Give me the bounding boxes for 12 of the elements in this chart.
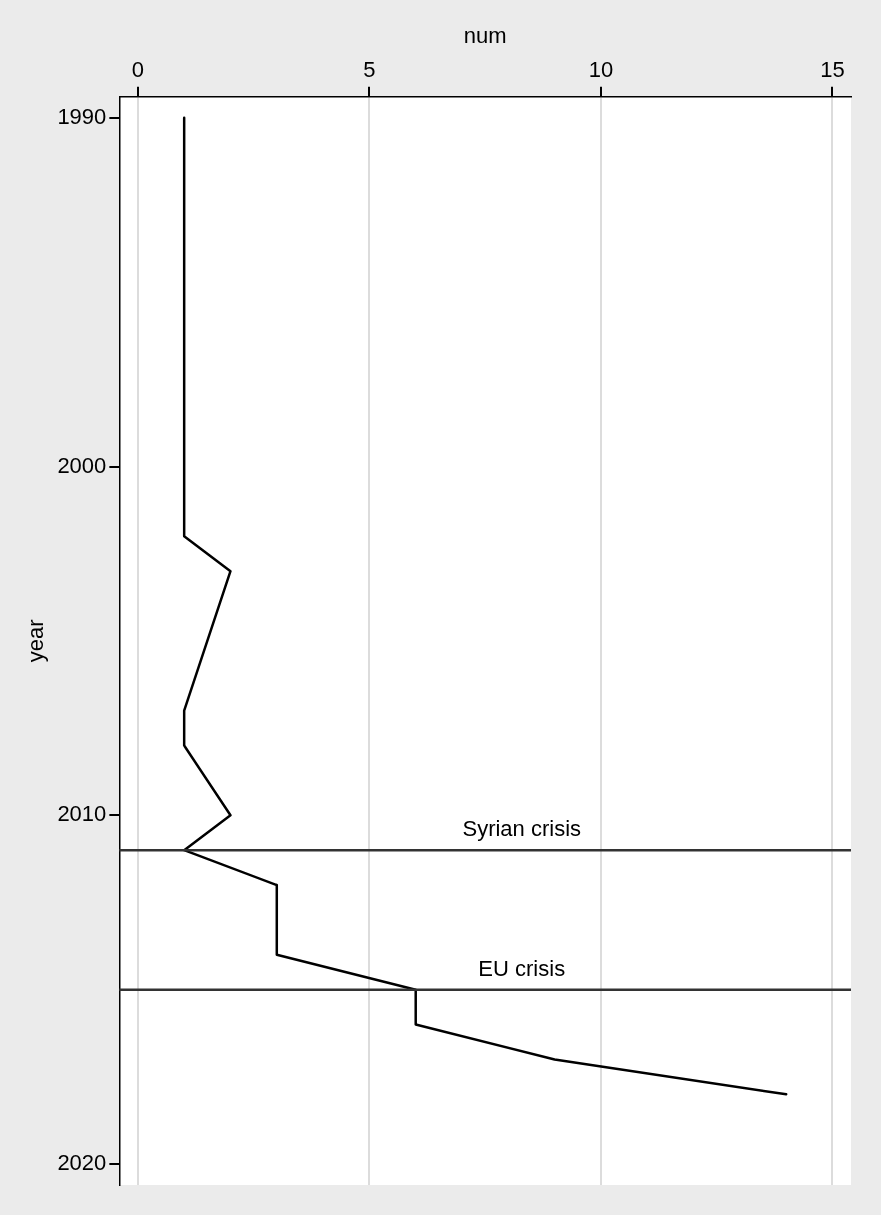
x-tick-label: 5 [363, 56, 376, 82]
y-tick-label: 2020 [57, 1150, 107, 1176]
y-tick-label: 2000 [57, 452, 107, 478]
x-tick-label: 10 [588, 56, 614, 82]
y-axis-title: year [23, 619, 49, 663]
x-tick-label: 0 [131, 56, 144, 82]
ref-line-label: EU crisis [478, 955, 566, 981]
x-axis-title: num [463, 23, 507, 49]
x-tick-label: 15 [820, 56, 845, 82]
y-tick-label: 1990 [57, 103, 107, 129]
ref-line-label: Syrian crisis [462, 816, 582, 842]
y-tick-label: 2010 [57, 801, 107, 827]
